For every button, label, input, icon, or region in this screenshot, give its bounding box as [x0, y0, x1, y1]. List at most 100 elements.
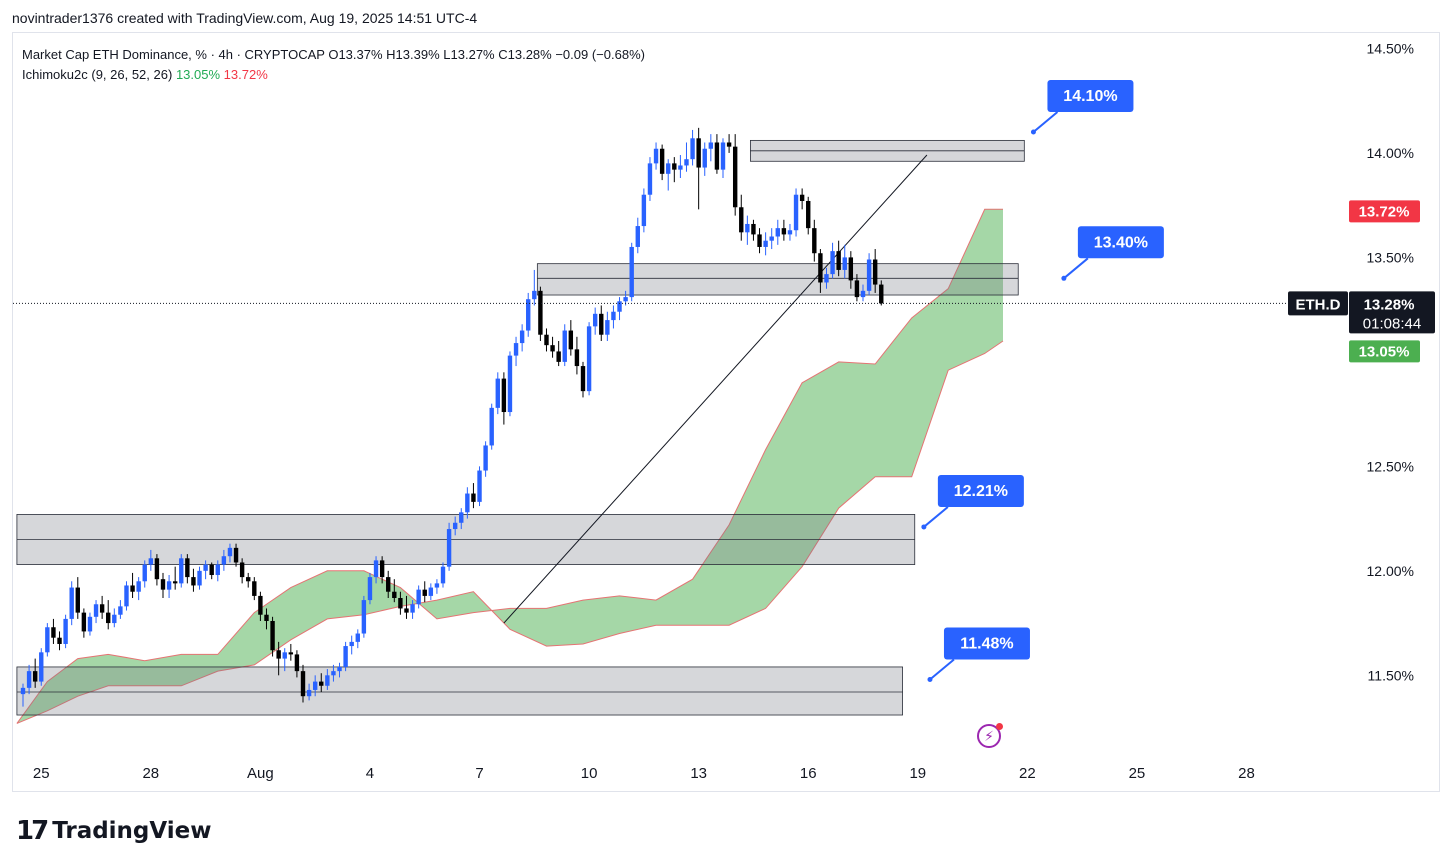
- candle-body: [799, 194, 805, 201]
- candle-body: [678, 165, 683, 170]
- candle: [373, 556, 379, 584]
- callout-pointer: [923, 506, 949, 528]
- candle-body: [361, 600, 367, 634]
- candle-body: [465, 493, 470, 513]
- candle: [866, 253, 872, 296]
- candle: [75, 577, 80, 619]
- candle-body: [99, 604, 105, 613]
- candle: [872, 249, 878, 293]
- trendline: [503, 154, 928, 624]
- candle: [20, 683, 26, 707]
- candle-body: [355, 633, 360, 642]
- ichimoku-cloud: [16, 208, 1004, 724]
- candle-body: [556, 351, 561, 362]
- candle: [495, 372, 500, 415]
- candle: [538, 286, 543, 341]
- candle-body: [538, 290, 543, 335]
- candle: [757, 228, 762, 254]
- candle: [745, 215, 750, 245]
- candle-body: [684, 159, 689, 166]
- candle-body: [696, 138, 701, 168]
- candle-body: [325, 675, 330, 686]
- candle-body: [757, 234, 762, 247]
- candle: [568, 320, 574, 356]
- candle-body: [483, 445, 488, 471]
- candle: [799, 188, 805, 210]
- candle: [246, 572, 251, 588]
- legend-open: O13.37%: [328, 47, 383, 62]
- chart-legend: Market Cap ETH Dominance, % · 4h · CRYPT…: [22, 45, 645, 85]
- candle-body: [410, 604, 415, 613]
- candle-body: [386, 577, 391, 592]
- candle-body: [337, 666, 342, 672]
- tradingview-logo-icon: 17: [16, 816, 49, 846]
- legend-close: C13.28%: [498, 47, 552, 62]
- candle: [203, 560, 208, 580]
- candle: [379, 556, 385, 584]
- candle: [526, 292, 531, 337]
- candle: [233, 543, 239, 567]
- candle-body: [635, 226, 640, 247]
- candle: [635, 217, 640, 254]
- candle-body: [75, 587, 80, 613]
- candle: [331, 664, 336, 682]
- candle-body: [20, 687, 26, 695]
- countdown-label: 01:08:44: [1363, 315, 1421, 332]
- candle-body: [422, 589, 427, 596]
- candle: [172, 566, 178, 590]
- candle: [179, 554, 184, 588]
- cloud-fill: [16, 209, 1003, 724]
- candle-body: [392, 591, 397, 598]
- candle: [732, 134, 738, 216]
- candle: [306, 683, 312, 701]
- candle: [592, 307, 598, 335]
- candle: [416, 585, 421, 609]
- cloud-top-badge: [1349, 200, 1420, 223]
- candle-body: [282, 652, 287, 659]
- candle: [787, 223, 793, 241]
- x-tick-label: 28: [142, 765, 159, 782]
- legend-indicator-row[interactable]: Ichimoku2c (9, 26, 52, 26) 13.05% 13.72%: [22, 65, 645, 85]
- x-axis[interactable]: 25 28 Aug 4 7 10 13 16 19 22 25 28: [33, 765, 1255, 782]
- candle-body: [872, 259, 878, 285]
- candle: [294, 650, 300, 678]
- candle: [57, 631, 62, 651]
- candle-body: [349, 641, 354, 647]
- candle: [32, 658, 38, 688]
- callout-box: [1047, 80, 1134, 113]
- candle-body: [513, 343, 519, 356]
- candle: [574, 336, 580, 375]
- tradingview-logo[interactable]: 17 TradingView: [16, 815, 212, 847]
- legend-symbol-title: Market Cap ETH Dominance, % · 4h · CRYPT…: [22, 47, 325, 62]
- candle: [215, 560, 220, 582]
- candle-body: [26, 671, 32, 688]
- candle: [337, 662, 342, 678]
- candle-body: [148, 558, 154, 565]
- candle: [793, 188, 799, 237]
- candle-body: [623, 297, 628, 302]
- y-tick-label: 13.50%: [1367, 249, 1414, 265]
- candle: [300, 664, 306, 703]
- candle: [276, 641, 281, 676]
- candle-body: [599, 313, 604, 335]
- candle: [879, 280, 884, 306]
- candle-body: [562, 330, 567, 362]
- candle: [209, 562, 214, 580]
- candle: [185, 554, 190, 584]
- flash-icon[interactable]: ⚡: [977, 724, 1001, 748]
- x-tick-label: 10: [581, 765, 598, 782]
- legend-symbol-row[interactable]: Market Cap ETH Dominance, % · 4h · CRYPT…: [22, 45, 645, 65]
- y-axis[interactable]: 14.50% 14.00% 13.50% 12.50% 12.00% 11.50%: [1367, 40, 1414, 683]
- candle: [513, 336, 519, 367]
- annotations: 14.10% 13.40% 12.21% 11.48%: [921, 80, 1164, 682]
- candle-body: [812, 228, 817, 254]
- candle-body: [519, 330, 525, 344]
- x-tick-label: 22: [1019, 765, 1036, 782]
- candle-body: [879, 284, 884, 304]
- candle-body: [197, 570, 202, 586]
- candle-body: [659, 148, 665, 174]
- candle: [45, 623, 50, 657]
- candle: [367, 572, 373, 605]
- cloud-bottom-badge-label: 13.05%: [1359, 343, 1410, 360]
